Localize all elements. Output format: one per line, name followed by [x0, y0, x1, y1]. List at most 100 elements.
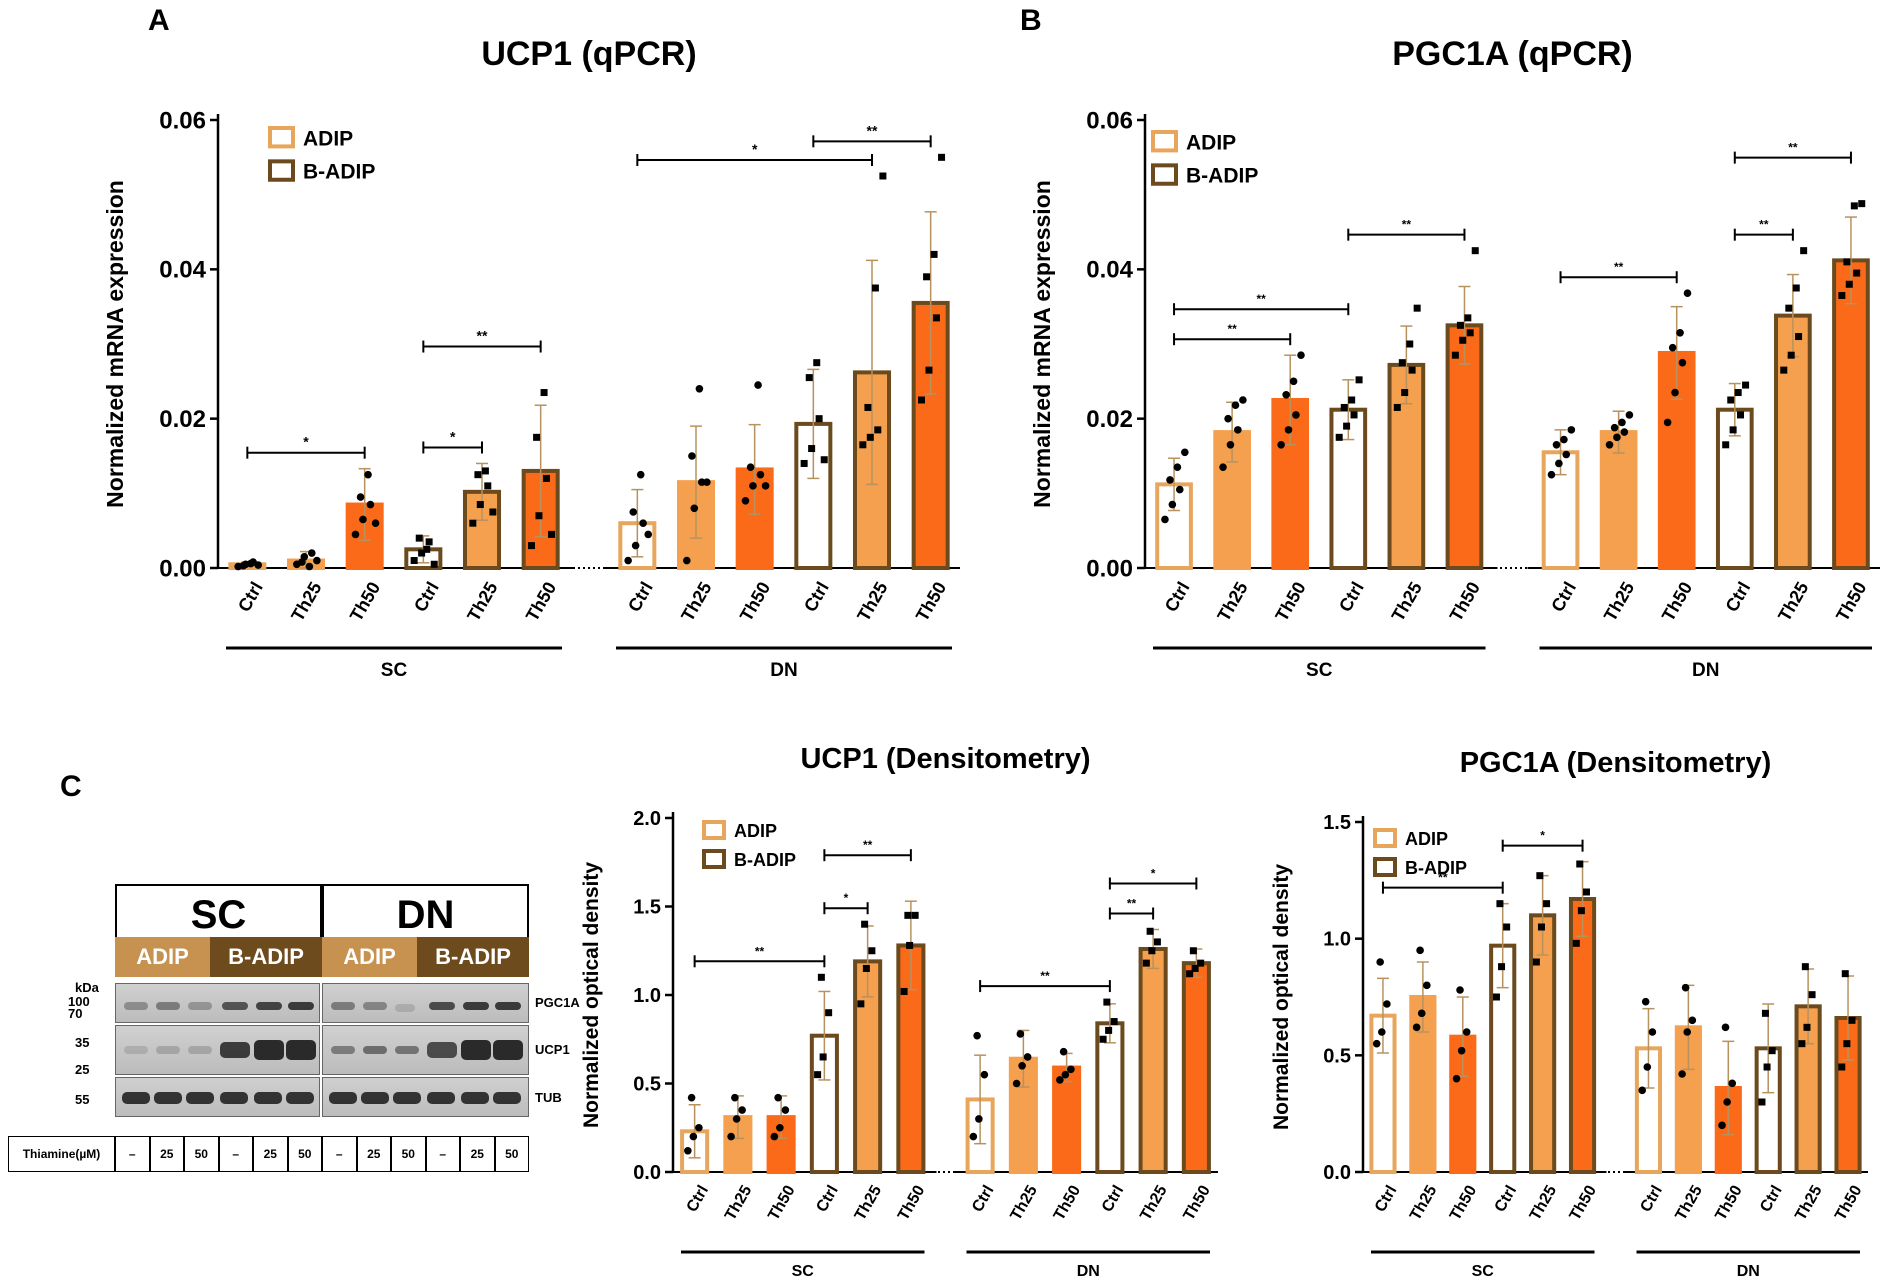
data-point: [542, 474, 550, 482]
data-point: [973, 1031, 981, 1040]
data-point: [825, 1009, 833, 1017]
bar: [1181, 961, 1211, 1175]
chart-pgc1a-qpcr: PGC1A (qPCR) 0.00 0.02 0.04 0.06 Normalized m…: [1029, 35, 1880, 681]
data-point: [741, 497, 750, 505]
data-point: [688, 452, 696, 460]
data-point: [1343, 422, 1351, 430]
data-point: [1503, 923, 1511, 931]
chart-title: UCP1 (qPCR): [481, 35, 696, 73]
data-point: [975, 1115, 983, 1123]
data-point: [1803, 1023, 1811, 1031]
y-tick-label: 0.06: [1086, 107, 1133, 134]
legend-swatch-adip: [268, 126, 295, 149]
y-tick-label: 0.0: [633, 1162, 661, 1184]
data-point: [695, 1123, 703, 1132]
data-point: [1457, 1046, 1466, 1055]
data-point: [1168, 500, 1177, 509]
y-tick-label: 1.5: [633, 897, 661, 919]
y-tick-label: 0.04: [1086, 257, 1133, 284]
data-point: [254, 561, 263, 569]
data-point: [1492, 993, 1500, 1001]
data-point: [1231, 401, 1240, 410]
category-label: Th50: [765, 1183, 798, 1224]
data-point: [690, 504, 699, 513]
data-point: [1417, 1009, 1426, 1018]
data-point: [481, 467, 489, 475]
legend-label-badip: B-ADIP: [303, 161, 375, 184]
data-point: [1577, 907, 1585, 915]
panel-letter-b: B: [1020, 4, 1042, 37]
y-axis-label: Normalized optical density: [580, 862, 603, 1128]
legend-swatch-badip: [268, 159, 295, 182]
data-point: [1289, 377, 1298, 386]
band: [493, 1040, 523, 1060]
blot-sub-adip-sc: ADIP: [115, 937, 210, 977]
bar: [1599, 430, 1638, 570]
data-point: [1641, 997, 1650, 1006]
significance-label: *: [1540, 829, 1545, 843]
data-point: [689, 1132, 698, 1141]
data-point: [1620, 428, 1629, 436]
data-point: [871, 284, 879, 292]
band: [220, 1092, 248, 1104]
data-point: [1613, 433, 1621, 442]
band: [331, 1002, 355, 1010]
category-label: Ctrl: [1547, 578, 1580, 615]
data-point: [631, 541, 640, 550]
data-point: [476, 501, 484, 509]
data-point: [359, 515, 367, 524]
data-point: [1061, 1070, 1070, 1079]
data-point: [1378, 1028, 1386, 1036]
blot-group-dn: DN: [322, 884, 529, 944]
data-point: [366, 500, 375, 509]
data-point: [644, 530, 653, 539]
y-tick-label: 1.0: [633, 985, 661, 1007]
data-point: [1056, 1076, 1064, 1084]
data-point: [474, 471, 482, 479]
data-point: [781, 1106, 790, 1114]
y-tick-label: 0.06: [159, 107, 206, 134]
data-point: [1234, 426, 1242, 434]
data-point: [1734, 389, 1742, 397]
group-label: SC: [1306, 660, 1333, 681]
data-point: [1688, 1016, 1697, 1025]
data-point: [761, 482, 770, 490]
data-point: [1292, 411, 1300, 419]
y-tick-label: 2.0: [633, 808, 661, 830]
category-label: Th50: [912, 578, 950, 624]
category-label: Th25: [463, 578, 501, 624]
significance-label: **: [1402, 218, 1412, 232]
data-point: [1284, 426, 1293, 434]
bar: [1445, 323, 1484, 571]
thiamine-value: –: [218, 1136, 253, 1172]
data-point: [1153, 938, 1161, 946]
legend-label-badip: B-ADIP: [1405, 858, 1467, 878]
data-point: [874, 426, 882, 434]
data-point: [1567, 426, 1576, 434]
data-point: [1841, 970, 1849, 978]
data-point: [1173, 463, 1182, 472]
data-point: [1808, 991, 1816, 999]
data-point: [1219, 463, 1227, 472]
data-point: [904, 911, 912, 919]
blot-protein-ucp1: UCP1: [535, 1042, 570, 1057]
gel-pgc1a-dn: [322, 983, 529, 1023]
data-point: [1800, 247, 1808, 255]
data-point: [1459, 336, 1467, 344]
data-point: [925, 366, 933, 374]
data-point: [969, 1132, 978, 1141]
data-point: [1348, 396, 1356, 404]
panel-letter-c: C: [60, 770, 82, 803]
blot-marker-55: 55: [75, 1092, 90, 1107]
category-label: Th25: [1527, 1183, 1560, 1224]
gel-ucp1-dn: [322, 1025, 529, 1075]
gel-pgc1a-sc: [115, 983, 320, 1023]
data-point: [900, 987, 908, 995]
data-point: [756, 470, 765, 479]
gel-ucp1-sc: [115, 1025, 320, 1075]
data-point: [1393, 403, 1401, 411]
band: [493, 1092, 521, 1104]
data-point: [861, 920, 869, 928]
data-point: [1625, 411, 1634, 419]
data-point: [1372, 1039, 1381, 1048]
